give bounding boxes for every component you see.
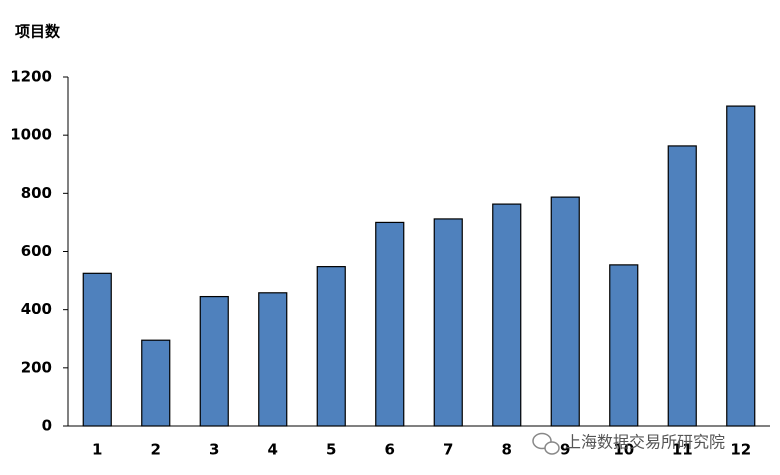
x-tick-label: 4 bbox=[268, 441, 278, 459]
x-tick-label: 6 bbox=[385, 441, 395, 459]
bar bbox=[375, 221, 405, 427]
bar bbox=[258, 292, 288, 427]
bar bbox=[199, 295, 229, 427]
bar bbox=[667, 145, 697, 427]
bar bbox=[726, 105, 756, 427]
x-tick-label: 7 bbox=[443, 441, 453, 459]
y-tick-label: 200 bbox=[21, 358, 52, 376]
bar bbox=[550, 196, 580, 427]
y-tick-label: 1200 bbox=[10, 68, 52, 86]
x-tick-label: 5 bbox=[326, 441, 336, 459]
x-tick-label: 9 bbox=[560, 441, 570, 459]
bar bbox=[433, 218, 463, 427]
y-tick-label: 0 bbox=[42, 417, 52, 435]
x-tick-label: 12 bbox=[730, 441, 751, 459]
bar bbox=[316, 266, 346, 427]
x-tick-label: 1 bbox=[92, 441, 102, 459]
x-tick-label: 8 bbox=[502, 441, 512, 459]
watermark-icon bbox=[532, 432, 560, 455]
bar bbox=[492, 203, 522, 427]
y-axis-label: 项目数 bbox=[15, 23, 61, 41]
watermark: 上海数据交易所研究院 bbox=[565, 433, 725, 452]
bar bbox=[609, 264, 639, 427]
bar bbox=[141, 339, 171, 427]
bar bbox=[82, 272, 112, 427]
y-tick-label: 800 bbox=[21, 184, 52, 202]
y-tick-label: 600 bbox=[21, 242, 52, 260]
x-tick-label: 10 bbox=[613, 441, 634, 459]
y-tick-label: 400 bbox=[21, 300, 52, 318]
x-tick-label: 11 bbox=[672, 441, 693, 459]
x-tick-label: 2 bbox=[151, 441, 161, 459]
x-tick-label: 3 bbox=[209, 441, 219, 459]
y-tick-label: 1000 bbox=[10, 126, 52, 144]
